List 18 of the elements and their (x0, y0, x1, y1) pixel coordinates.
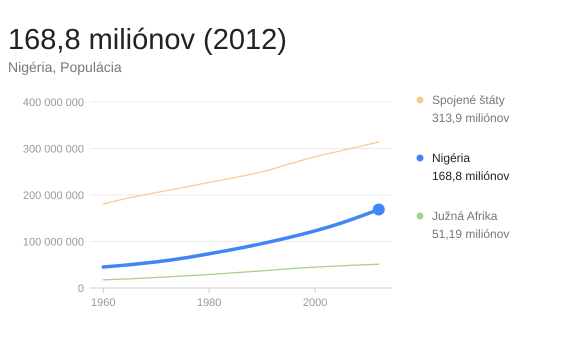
y-tick-label: 300 000 000 (22, 144, 84, 156)
legend-label: Nigéria (432, 151, 470, 165)
x-tick-label: 1960 (91, 297, 116, 309)
text: 168,8 miliónov (432, 169, 510, 183)
chart-title: 168,8 miliónov (2012) (8, 24, 287, 56)
y-tick-label: 400 000 000 (22, 97, 84, 109)
text: 313,9 miliónov (432, 111, 510, 125)
x-tick-label: 1980 (196, 297, 222, 309)
text: 51,19 miliónov (432, 227, 510, 241)
y-tick-label: 200 000 000 (22, 190, 84, 202)
line-series (102, 264, 380, 281)
line-series (102, 141, 380, 205)
y-tick-label: 100 000 000 (22, 236, 84, 248)
x-tick-label: 2000 (302, 297, 328, 309)
legend-label: Spojené štáty (432, 93, 505, 107)
legend-label: Južná Afrika (432, 209, 498, 223)
chart-subtitle: Nigéria, Populácia (8, 59, 122, 75)
y-tick-label: 0 (78, 283, 84, 295)
